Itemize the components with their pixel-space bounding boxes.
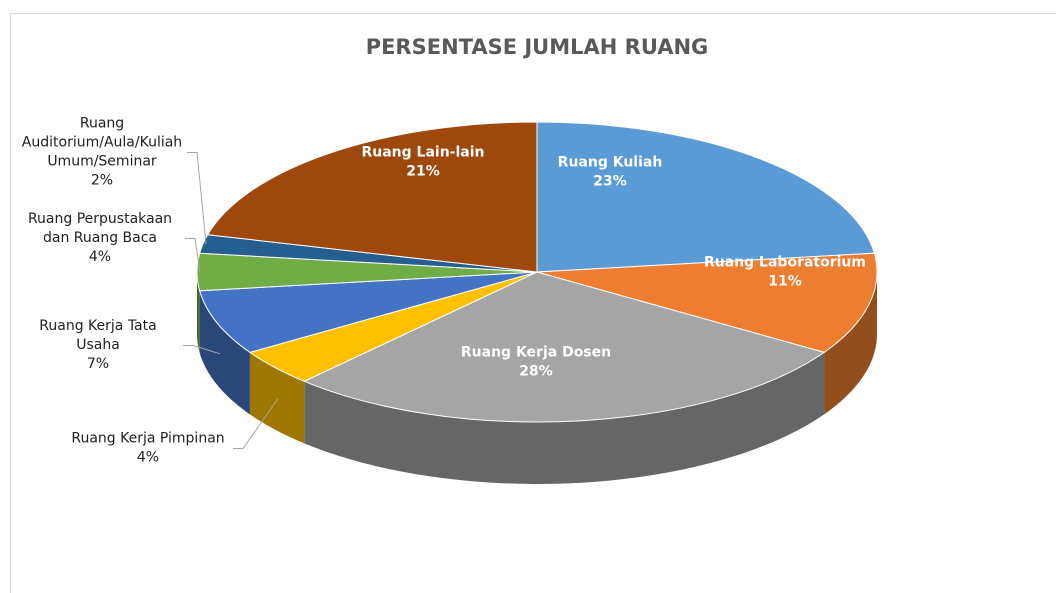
value-label: 7%: [87, 356, 109, 372]
value-label: 28%: [519, 364, 553, 380]
value-label: 23%: [593, 174, 627, 190]
pie-tops: [196, 121, 878, 423]
slice-side: [199, 290, 250, 415]
slice: [303, 271, 826, 423]
value-label: 4%: [89, 249, 111, 265]
slice-side: [249, 352, 305, 444]
slice: [199, 271, 538, 353]
slice: [536, 121, 875, 273]
pie-sides: [197, 272, 877, 484]
category-label: Ruang Laboratorium: [704, 255, 866, 271]
slice-side: [197, 272, 200, 353]
slice-side: [824, 272, 877, 415]
category-label: Ruang Kerja Pimpinan: [71, 431, 224, 447]
leader-line: [185, 238, 201, 273]
category-label: Ruang Perpustakaan dan Ruang Baca: [28, 211, 172, 246]
leader-line: [187, 152, 207, 244]
slice: [536, 252, 878, 353]
slice: [206, 121, 538, 273]
category-label: Ruang Lain-lain: [361, 145, 484, 161]
slice-side: [304, 352, 825, 484]
leader-line: [233, 398, 279, 449]
category-label: Ruang Kerja Tata Usaha: [39, 318, 156, 353]
value-label: 2%: [91, 173, 113, 189]
leader-line: [183, 345, 221, 355]
category-label: Ruang Auditorium/Aula/Kuliah Umum/Seminar: [22, 116, 182, 170]
value-label: 11%: [768, 274, 802, 290]
value-label: 21%: [406, 164, 440, 180]
chart-title: PERSENTASE JUMLAH RUANG: [366, 35, 709, 59]
category-label: Ruang Kuliah: [558, 155, 663, 171]
category-label: Ruang Kerja Dosen: [461, 345, 611, 361]
value-label: 4%: [137, 450, 159, 466]
data-labels: Ruang Kuliah 23% Ruang Laboratorium 11% Ruan…: [22, 116, 866, 466]
